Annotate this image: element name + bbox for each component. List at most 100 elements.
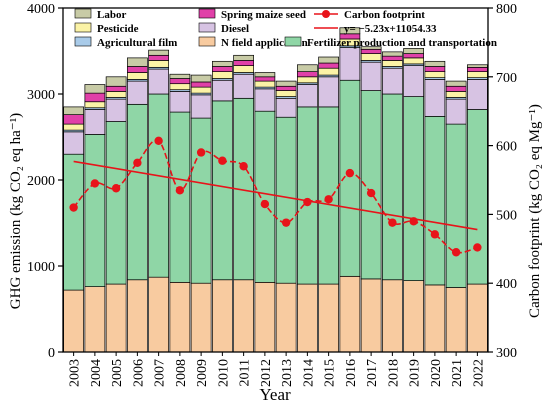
bar-segment <box>297 84 318 108</box>
bar-segment <box>275 97 297 118</box>
bar-segment <box>212 100 233 281</box>
carbon-footprint-point <box>473 243 482 252</box>
bar-segment <box>63 123 84 131</box>
bar-segment <box>190 282 212 353</box>
y-tick-label-left: 0 <box>48 346 55 361</box>
bar-segment <box>318 67 339 76</box>
bar-segment <box>105 98 127 122</box>
bar-segment <box>148 60 169 68</box>
bar-segment <box>382 67 403 95</box>
bar-segment <box>212 279 233 353</box>
bar-segment <box>63 106 84 115</box>
legend-swatch <box>198 36 216 47</box>
legend-label: Carbon footprint <box>344 9 425 21</box>
y-tick-label-right: 800 <box>496 2 517 17</box>
bar-segment <box>190 86 212 94</box>
legend-swatch <box>284 36 302 47</box>
bar-segment <box>212 66 233 72</box>
bar-segment <box>105 121 127 285</box>
bar-segment <box>467 71 488 79</box>
bar-segment <box>360 61 382 91</box>
legend-marker <box>322 10 330 18</box>
bar-segment <box>467 79 488 110</box>
bar-segment <box>169 73 191 79</box>
bar-segment <box>169 91 191 113</box>
bar-segment <box>233 279 254 353</box>
bar-segment <box>84 109 106 135</box>
y-tick-label-right: 600 <box>496 140 517 155</box>
bar-segment <box>254 88 276 112</box>
y-axis-title-right: Carbon footprint (kg CO₂ eq Mg⁻¹) <box>527 104 543 318</box>
x-tick-label: 2008 <box>174 359 189 387</box>
carbon-footprint-point <box>90 179 100 188</box>
bar-segment <box>127 72 148 80</box>
y-tick-label-left: 4000 <box>27 2 55 17</box>
legend-label: Agricultural film <box>97 37 177 49</box>
bar-segment <box>445 91 467 98</box>
bar-segment <box>445 80 467 87</box>
bar-segment <box>127 57 148 67</box>
bar-segment <box>382 93 403 281</box>
bar-segment <box>403 280 424 353</box>
bar-segment <box>233 65 254 73</box>
legend-label: Spring maize seed <box>221 9 306 21</box>
carbon-footprint-point <box>175 186 185 195</box>
bar-segment <box>424 79 446 117</box>
bar-segment <box>254 110 276 283</box>
bar-segment <box>233 54 254 61</box>
bar-segment <box>339 275 361 353</box>
trend-line <box>73 160 478 231</box>
y-tick-label-right: 400 <box>496 277 517 292</box>
y-tick-label-right: 300 <box>496 346 517 361</box>
bar-segment <box>127 279 148 353</box>
x-tick-label: 2017 <box>365 359 380 387</box>
x-tick-label: 2014 <box>301 359 316 387</box>
bar-segment <box>360 53 382 61</box>
legend: Labor Spring maize seed Carbon footprint Pe… <box>74 8 497 49</box>
y-tick-label-right: 500 <box>496 208 517 223</box>
x-tick-label: 2003 <box>68 359 83 387</box>
legend-swatch <box>198 22 216 33</box>
bar-segment <box>148 276 169 353</box>
bar-segment <box>297 71 318 78</box>
bar-segment <box>84 101 106 109</box>
bar-segment <box>445 123 467 288</box>
bar-segment <box>169 83 191 91</box>
bar-segment <box>233 73 254 99</box>
bar-segment <box>254 281 276 353</box>
bar-segment <box>254 76 276 82</box>
bar-segment <box>63 131 84 155</box>
bar-segment <box>403 48 424 54</box>
carbon-footprint-point <box>345 168 355 178</box>
bar-segment <box>318 56 339 64</box>
bar-segment <box>275 116 297 284</box>
carbon-footprint-point <box>409 217 418 226</box>
x-tick-label: 2005 <box>110 359 125 387</box>
bar-segment <box>403 53 424 59</box>
bar-segment <box>84 134 106 287</box>
x-tick-label: 2007 <box>153 359 168 387</box>
bar-segment <box>403 57 424 65</box>
bar-segment <box>382 60 403 67</box>
bar-segment <box>148 93 169 278</box>
bar-segment <box>127 103 148 281</box>
x-tick-label: 2011 <box>238 359 253 386</box>
carbon-footprint-point <box>260 199 270 209</box>
legend-label: Labor <box>97 9 126 21</box>
bar-segment <box>190 74 212 83</box>
legend-swatch <box>74 22 92 33</box>
carbon-footprint-layer <box>69 136 482 257</box>
bar-segment <box>403 96 424 281</box>
bar-segment <box>275 85 297 91</box>
x-tick-label: 2020 <box>429 359 444 387</box>
bar-segment <box>360 46 382 50</box>
bar-segment <box>105 76 127 87</box>
bar-segment <box>467 64 488 68</box>
bar-segment <box>382 55 403 61</box>
legend-swatch <box>74 36 92 47</box>
bar-segment <box>169 281 191 353</box>
legend-swatch <box>198 8 216 19</box>
bar-segment <box>424 60 446 67</box>
bar-segment <box>63 114 84 125</box>
